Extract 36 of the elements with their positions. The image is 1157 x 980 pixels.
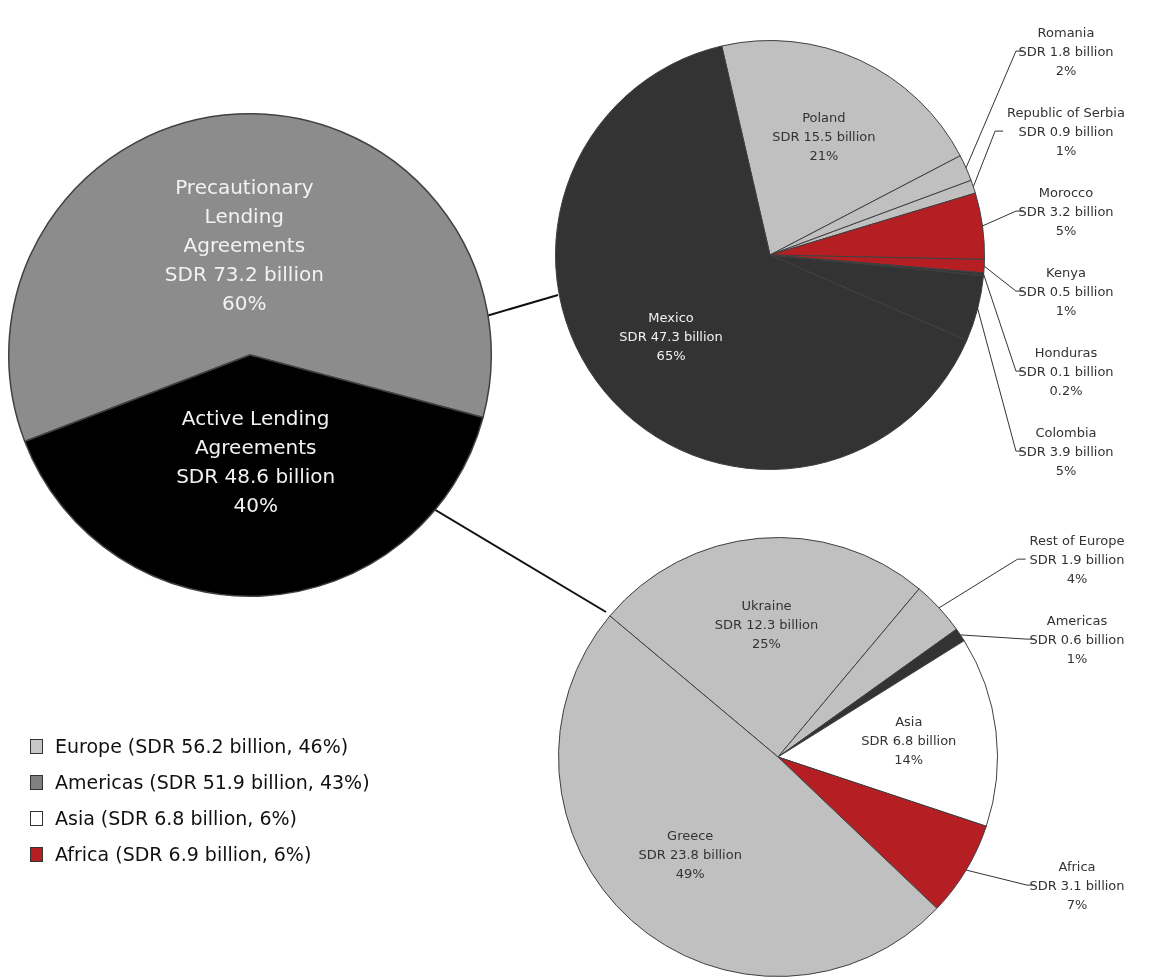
data-label: SDR 3.1 billion 7% [1029,878,1125,913]
data-label: SDR 0.1 billion 0.2% [1018,364,1114,399]
data-label: SDR 48.6 billion 40% [176,464,336,518]
data-label: SDR 47.3 billion 65% [619,328,723,363]
data-label: SDR 12.3 billion 25% [714,617,819,652]
slice-label: Precautionary Lending Agreements [175,174,314,257]
slice-label: Mexico [648,309,694,325]
data-label: SDR 73.2 billion 60% [164,261,324,315]
data-label: SDR 23.8 billion 49% [638,846,742,881]
data-label: SDR 0.6 billion 1% [1029,632,1125,667]
data-label: SDR 0.5 billion 1% [1018,284,1114,319]
data-label: SDR 1.8 billion 2% [1018,44,1114,79]
data-label: SDR 3.2 billion 5% [1018,204,1114,239]
slice-label: Greece [667,827,714,843]
data-label: SDR 1.9 billion 4% [1029,552,1125,587]
data-label: SDR 6.8 billion 14% [861,732,957,767]
text: Asia (SDR 6.8 billion, 6%) [55,807,297,829]
slice-label: Asia [895,713,923,729]
text: Americas (SDR 51.9 billion, 43%) [55,771,370,793]
slice-label: Active Lending Agreements [181,406,330,460]
slice-label: Republic of Serbia [1007,105,1125,121]
data-label: SDR 15.5 billion 21% [772,129,876,164]
slice-label: Romania [1037,25,1095,41]
data-label: SDR 3.9 billion 5% [1018,444,1114,479]
slice-label: Africa [1058,859,1096,875]
slice-label: Honduras [1034,345,1098,361]
slice-label: Ukraine [741,598,792,614]
text: Europe (SDR 56.2 billion, 46%) [55,735,349,757]
data-label: SDR 0.9 billion 1% [1018,124,1114,159]
slice-label: Kenya [1046,265,1086,281]
slice-label: Poland [802,110,846,126]
slice-label: Colombia [1035,425,1097,441]
slice-label: Morocco [1038,185,1094,201]
text: Africa (SDR 6.9 billion, 6%) [55,843,312,865]
slice-label: Americas [1046,613,1108,629]
slice-label: Rest of Europe [1029,533,1125,549]
